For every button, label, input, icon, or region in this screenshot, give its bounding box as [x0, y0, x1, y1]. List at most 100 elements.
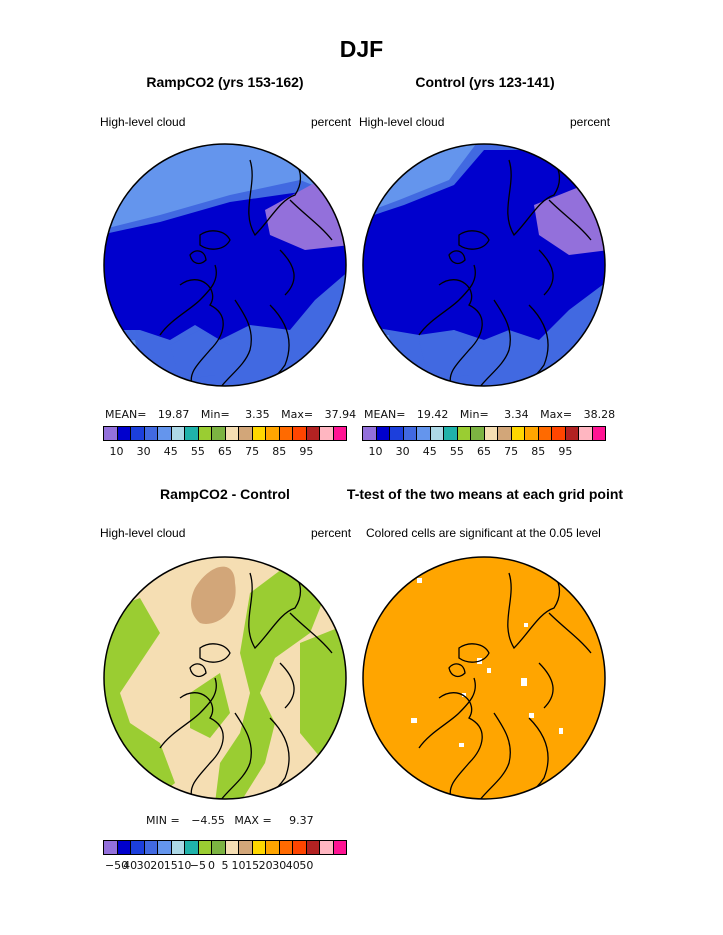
colorbar-swatch [158, 427, 172, 440]
colorbar-tick-label: 10 [177, 859, 192, 872]
max-label: Max= [281, 408, 314, 421]
map-rampco2 [103, 143, 347, 387]
colorbar-tick-label: 85 [272, 445, 287, 458]
colorbar-swatch [552, 427, 566, 440]
colorbar-swatch [333, 427, 346, 440]
colorbar-swatch [511, 427, 525, 440]
colorbar-swatch [403, 427, 417, 440]
panel-left-label-rampco2: High-level cloud [100, 115, 186, 129]
colorbar-difference [103, 840, 347, 855]
colorbar-swatch [363, 427, 377, 440]
coastlines [159, 154, 333, 386]
colorbar-swatch [198, 841, 212, 854]
stats-control: MEAN= 19.42 Min= 3.34 Max= 38.28 [364, 408, 615, 421]
colorbar-swatch [376, 427, 390, 440]
colorbar-swatch [592, 427, 605, 440]
region-royal-blue-south [170, 330, 230, 380]
colorbar-swatch [430, 427, 444, 440]
colorbar-swatch [225, 841, 239, 854]
min-label: Min= [200, 408, 230, 421]
colorbar-tick-label: −5 [189, 859, 206, 872]
colorbar-tick-label: 65 [218, 445, 232, 458]
colorbar-swatch [131, 427, 145, 440]
colorbar-swatch [333, 841, 346, 854]
colorbar-tick-label: 95 [558, 445, 573, 458]
colorbar-tick-label: 40 [285, 859, 300, 872]
colorbar-tick-label: 40 [123, 859, 138, 872]
colorbar-swatch [579, 427, 593, 440]
map-difference [103, 556, 347, 800]
colorbar-ticks-difference: −50 40 30 20 15 10 −5 0 5 10 15 20 30 40 50 [103, 859, 347, 873]
colorbar-swatch [266, 427, 280, 440]
panel-units-rampco2: percent [311, 115, 352, 129]
min-value: 3.34 [504, 408, 529, 421]
panel-title-ttest: T-test of the two means at each grid poi… [346, 486, 624, 502]
min-label: MIN = [146, 814, 180, 827]
colorbar-tick-label: 50 [299, 859, 314, 872]
colorbar-swatch [158, 841, 172, 854]
colorbar-tick-label: 10 [109, 445, 124, 458]
colorbar-tick-label: 15 [245, 859, 260, 872]
colorbar-ticks-control: 10 30 45 55 65 75 85 95 [362, 445, 606, 459]
colorbar-swatch [239, 841, 253, 854]
stats-difference: MIN = −4.55 MAX = 9.37 [146, 814, 314, 827]
map-border [103, 143, 347, 387]
mean-label: MEAN= [105, 408, 147, 421]
mean-value: 19.42 [416, 408, 449, 421]
colorbar-swatch [144, 841, 158, 854]
colorbar-tick-label: 30 [395, 445, 410, 458]
colorbar-swatch [444, 427, 458, 440]
colorbar-swatch [185, 427, 199, 440]
colorbar-swatch [525, 427, 539, 440]
colorbar-swatch [252, 841, 266, 854]
colorbar-tick-label: 5 [221, 859, 229, 872]
colorbar-swatch [171, 427, 185, 440]
colorbar-swatch [565, 427, 579, 440]
colorbar-tick-label: 75 [245, 445, 260, 458]
colorbar-swatch [252, 427, 266, 440]
colorbar-rampco2 [103, 426, 347, 441]
colorbar-tick-label: 45 [422, 445, 437, 458]
stats-rampco2: MEAN= 19.87 Min= 3.35 Max= 37.94 [105, 408, 356, 421]
region-cornflower [104, 144, 346, 230]
colorbar-tick-label: 55 [190, 445, 205, 458]
colorbar-swatch [306, 841, 320, 854]
colorbar-swatch [293, 841, 307, 854]
colorbar-tick-label: −50 [104, 859, 129, 872]
colorbar-swatch [390, 427, 404, 440]
colorbar-swatch [212, 427, 226, 440]
colorbar-swatch [266, 841, 280, 854]
colorbar-tick-label: 20 [150, 859, 165, 872]
colorbar-swatch [306, 427, 320, 440]
colorbar-tick-label: 75 [504, 445, 519, 458]
min-label: Min= [459, 408, 489, 421]
colorbar-swatch [279, 427, 293, 440]
panel-units-difference: percent [311, 526, 352, 540]
map-control [362, 143, 606, 387]
colorbar-swatch [117, 427, 131, 440]
max-label: Max= [540, 408, 573, 421]
colorbar-swatch [104, 427, 118, 440]
max-label: MAX = [234, 814, 272, 827]
panel-title-difference: RampCO2 - Control [160, 486, 290, 502]
mean-label: MEAN= [364, 408, 406, 421]
colorbar-swatch [104, 841, 118, 854]
colorbar-swatch [538, 427, 552, 440]
colorbar-swatch [471, 427, 485, 440]
colorbar-tick-label: 45 [163, 445, 178, 458]
map-ttest [362, 556, 606, 800]
colorbar-tick-label: 30 [136, 859, 151, 872]
colorbar-swatch [293, 427, 307, 440]
colorbar-swatch [279, 841, 293, 854]
panel-units-control: percent [570, 115, 611, 129]
min-value: 3.35 [245, 408, 270, 421]
panel-left-label-control: High-level cloud [359, 115, 445, 129]
colorbar-swatch [320, 427, 334, 440]
colorbar-swatch [225, 427, 239, 440]
max-value: 38.28 [583, 408, 616, 421]
colorbar-tick-label: 10 [231, 859, 246, 872]
colorbar-swatch [117, 841, 131, 854]
colorbar-tick-label: 95 [299, 445, 314, 458]
colorbar-tick-label: 20 [258, 859, 273, 872]
colorbar-swatch [131, 841, 145, 854]
